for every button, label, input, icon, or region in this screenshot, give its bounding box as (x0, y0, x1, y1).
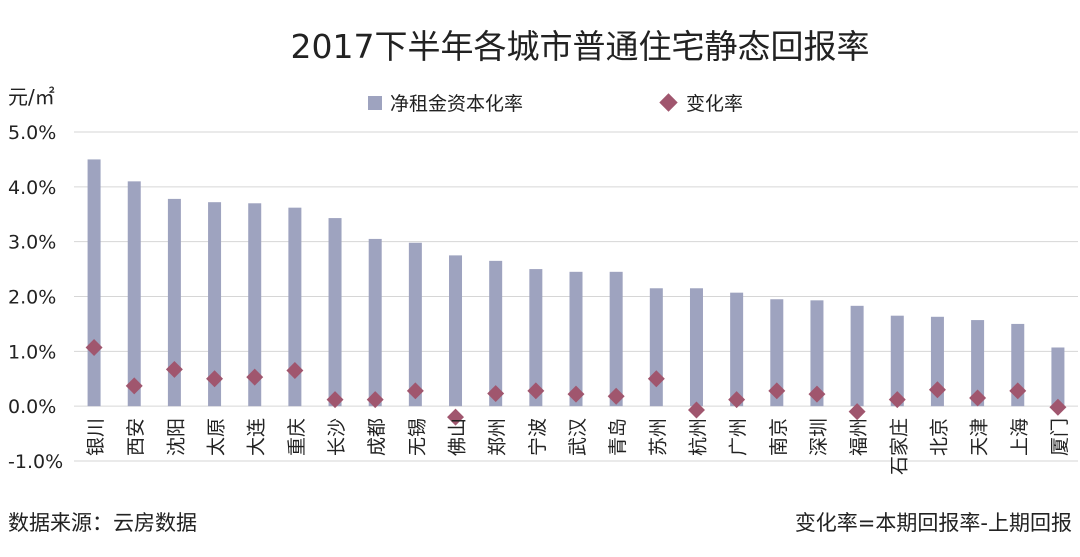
legend-marker-label: 变化率 (686, 93, 743, 115)
bar (127, 181, 141, 407)
x-tick-label: 南京 (768, 418, 790, 456)
chart-title: 2017下半年各城市普通住宅静态回报率 (291, 27, 870, 66)
marker (246, 368, 264, 386)
bar (689, 288, 703, 407)
marker (286, 362, 304, 380)
bar (1051, 347, 1065, 407)
marker (928, 381, 946, 399)
bar (489, 260, 503, 407)
y-axis-label: 元/㎡ (8, 85, 55, 109)
x-tick-label: 太原 (206, 418, 228, 456)
x-tick-label: 苏州 (647, 418, 669, 456)
x-tick-label: 北京 (928, 418, 950, 456)
bar (890, 315, 904, 407)
bar (569, 271, 583, 407)
marker (768, 382, 786, 400)
x-tick-label: 深圳 (808, 418, 830, 456)
y-tick-label: 4.0% (8, 177, 56, 199)
bars (87, 159, 1065, 407)
marker (487, 385, 505, 403)
bar (328, 218, 342, 407)
marker (808, 385, 826, 403)
marker (728, 391, 746, 409)
x-tick-label: 宁波 (527, 418, 549, 456)
x-tick-labels: 银川 西安 沈阳 太原 大连 重庆 长沙 成都 无锡 佛山 郑州 宁波 武汉 青岛 苏州 杭州 广州 南京 深圳 福州… (85, 418, 1071, 475)
marker (527, 382, 545, 400)
x-tick-label: 武汉 (567, 418, 589, 456)
bar (167, 198, 181, 407)
bar (529, 269, 543, 407)
marker (366, 391, 384, 409)
x-tick-label: 无锡 (406, 418, 428, 456)
legend: 净租金资本化率 变化率 (368, 93, 743, 115)
formula-note: 变化率=本期回报率-上期回报 (795, 511, 1072, 535)
x-tick-label: 银川 (85, 418, 107, 456)
bar (449, 255, 463, 407)
markers (85, 339, 1067, 426)
bar (971, 320, 985, 407)
legend-bar-label: 净租金资本化率 (390, 93, 523, 115)
marker (888, 391, 906, 409)
y-tick-label: 0.0% (8, 396, 56, 418)
x-tick-label: 广州 (728, 418, 750, 456)
x-tick-label: 福州 (848, 418, 870, 456)
x-tick-label: 西安 (125, 418, 147, 456)
x-tick-label: 成都 (366, 418, 388, 456)
y-tick-label: 2.0% (8, 287, 56, 309)
marker (1009, 382, 1027, 400)
bar (248, 203, 262, 407)
x-tick-label: 石家庄 (888, 418, 910, 475)
bar (208, 202, 222, 407)
x-tick-label: 重庆 (286, 418, 308, 456)
marker (406, 382, 424, 400)
x-tick-label: 沈阳 (165, 418, 187, 456)
marker (969, 389, 987, 407)
y-tick-label: 3.0% (8, 232, 56, 254)
bar (87, 159, 101, 407)
marker (447, 408, 465, 426)
bar (810, 300, 824, 407)
x-tick-label: 郑州 (487, 418, 509, 456)
bar (609, 271, 623, 407)
x-tick-label: 上海 (1009, 418, 1031, 456)
source-note: 数据来源：云房数据 (8, 511, 197, 535)
bar (930, 316, 944, 407)
marker (85, 339, 103, 356)
x-tick-label: 佛山 (447, 418, 469, 456)
x-tick-label: 长沙 (326, 418, 348, 456)
legend-marker-swatch (659, 93, 678, 112)
bar (288, 207, 302, 407)
marker (125, 377, 143, 395)
marker (848, 403, 866, 421)
y-tick-label: 1.0% (8, 341, 56, 363)
bar (368, 238, 382, 407)
bar (730, 292, 744, 407)
y-tick-labels: -1.0% 0.0% 1.0% 2.0% 3.0% 4.0% 5.0% (8, 122, 63, 473)
marker (165, 360, 183, 378)
bar (850, 305, 864, 407)
marker (687, 401, 705, 419)
marker (607, 387, 625, 405)
bar (770, 299, 784, 407)
x-tick-label: 厦门 (1049, 418, 1071, 456)
marker (206, 370, 224, 388)
legend-bar-swatch (368, 96, 382, 110)
x-tick-label: 青岛 (607, 418, 629, 456)
marker (647, 370, 665, 388)
y-tick-label: -1.0% (8, 451, 63, 473)
marker (326, 391, 344, 409)
bar (649, 288, 663, 407)
marker (567, 385, 585, 403)
x-tick-label: 杭州 (687, 418, 709, 456)
bar (408, 242, 422, 407)
y-tick-label: 5.0% (8, 122, 56, 144)
x-tick-label: 天津 (969, 418, 991, 456)
x-tick-label: 大连 (246, 418, 268, 456)
